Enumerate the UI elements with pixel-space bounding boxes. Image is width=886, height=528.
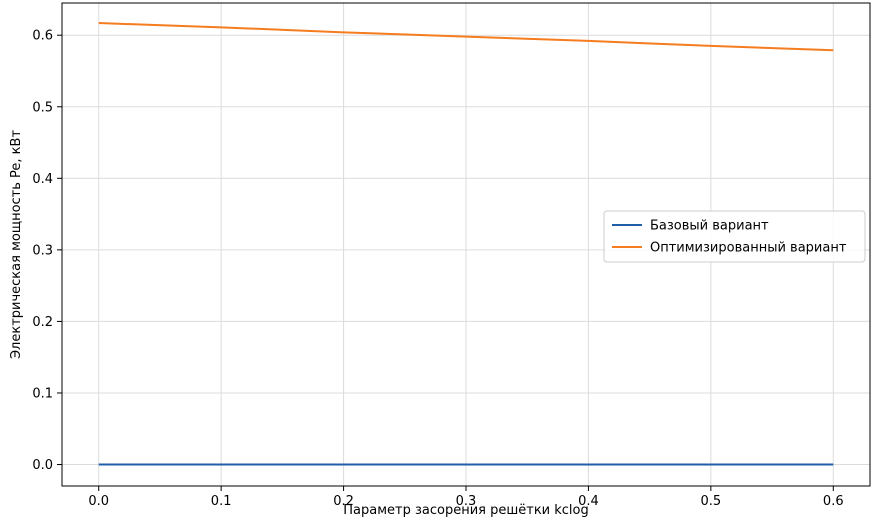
x-tick-label-2: 0.2 bbox=[333, 494, 354, 509]
x-tick-label-4: 0.4 bbox=[578, 494, 599, 509]
x-axis-label: Параметр засорения решётки kclog bbox=[343, 503, 589, 518]
x-tick-label-5: 0.5 bbox=[701, 494, 722, 509]
legend-label-0: Базовый вариант bbox=[650, 219, 769, 234]
y-tick-label-4: 0.4 bbox=[32, 172, 53, 187]
x-tick-label-3: 0.3 bbox=[456, 494, 477, 509]
x-tick-label-0: 0.0 bbox=[88, 494, 109, 509]
y-tick-label-3: 0.3 bbox=[32, 243, 53, 258]
x-tick-label-6: 0.6 bbox=[823, 494, 844, 509]
axis-ticks: 0.0 0.1 0.2 0.3 0.4 0.5 0.6 0.0 0.1 0.2 0.3 0.4 0.5 0… bbox=[32, 29, 843, 509]
y-tick-label-6: 0.6 bbox=[32, 29, 53, 44]
legend-box bbox=[603, 210, 866, 263]
y-axis-label: Электрическая мощность Pe, кВт bbox=[9, 130, 24, 359]
legend-items: Базовый вариант Оптимизированный вариант bbox=[612, 219, 847, 256]
legend: Базовый вариант Оптимизированный вариант bbox=[603, 210, 866, 263]
y-tick-label-0: 0.0 bbox=[32, 458, 53, 473]
y-tick-label-5: 0.5 bbox=[32, 100, 53, 115]
y-tick-label-1: 0.1 bbox=[32, 386, 53, 401]
x-tick-label-1: 0.1 bbox=[211, 494, 232, 509]
series-line-1 bbox=[98, 22, 834, 52]
y-tick-label-2: 0.2 bbox=[32, 315, 53, 330]
legend-label-1: Оптимизированный вариант bbox=[650, 241, 847, 256]
series-lines bbox=[98, 22, 834, 466]
